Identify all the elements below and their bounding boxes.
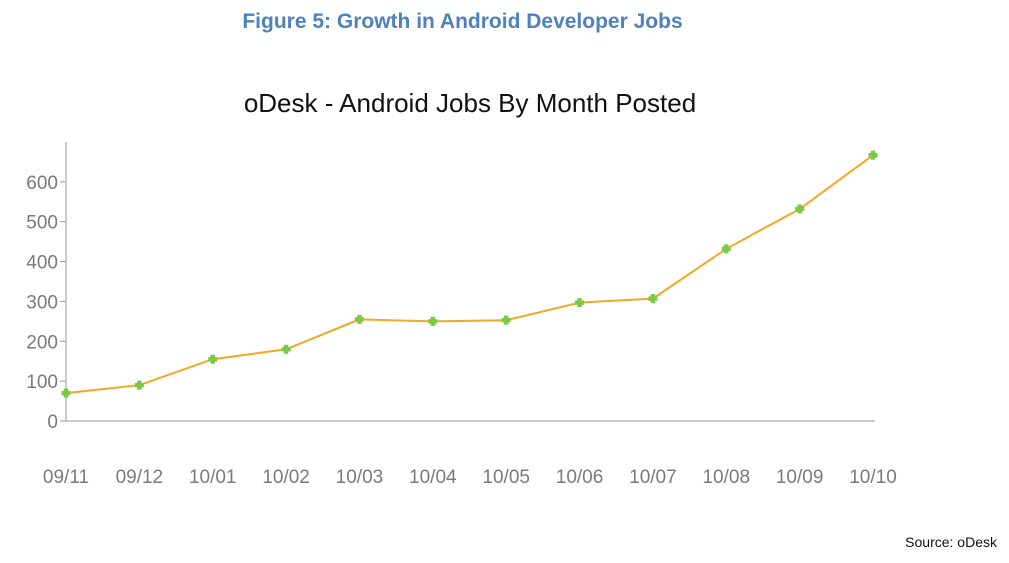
data-point <box>354 314 364 324</box>
x-tick-label: 10/05 <box>482 467 530 488</box>
y-axis-ticks: 0 100 200 300 400 500 600 <box>26 173 66 433</box>
data-point <box>648 294 658 304</box>
x-tick-label: 10/09 <box>776 467 824 488</box>
x-tick-label: 10/10 <box>849 467 897 488</box>
y-tick-label: 200 <box>26 332 58 353</box>
x-tick-label: 10/03 <box>336 467 384 488</box>
data-point <box>208 354 218 364</box>
y-tick-label: 400 <box>26 253 58 274</box>
data-point <box>134 380 144 390</box>
y-tick-label: 100 <box>26 372 58 393</box>
figure-caption: Figure 5: Growth in Android Developer Jo… <box>242 10 683 33</box>
data-point <box>795 204 805 214</box>
source-note: Source: oDesk <box>905 534 997 550</box>
y-tick-label: 600 <box>26 173 58 194</box>
y-tick-label: 500 <box>26 213 58 234</box>
x-axis-ticks: 09/11 09/12 10/01 10/02 10/03 10/04 10/05 10/06… <box>43 467 897 488</box>
chart-title: oDesk - Android Jobs By Month Posted <box>243 88 697 118</box>
data-point <box>61 388 71 398</box>
x-tick-label: 10/04 <box>409 467 457 488</box>
data-point <box>721 244 731 254</box>
x-tick-label: 09/12 <box>116 467 164 488</box>
x-tick-label: 10/01 <box>189 467 237 488</box>
data-point <box>281 344 291 354</box>
data-points <box>61 150 878 398</box>
data-point <box>868 150 878 160</box>
y-tick-label: 0 <box>47 412 58 433</box>
x-tick-label: 10/02 <box>262 467 310 488</box>
data-point <box>501 315 511 325</box>
x-tick-label: 10/08 <box>702 467 750 488</box>
x-tick-label: 10/07 <box>629 467 677 488</box>
series-line <box>65 154 874 395</box>
x-tick-label: 10/06 <box>556 467 604 488</box>
x-tick-label: 09/11 <box>43 467 89 488</box>
data-point <box>575 298 585 308</box>
data-point <box>428 316 438 326</box>
y-tick-label: 300 <box>26 292 58 313</box>
